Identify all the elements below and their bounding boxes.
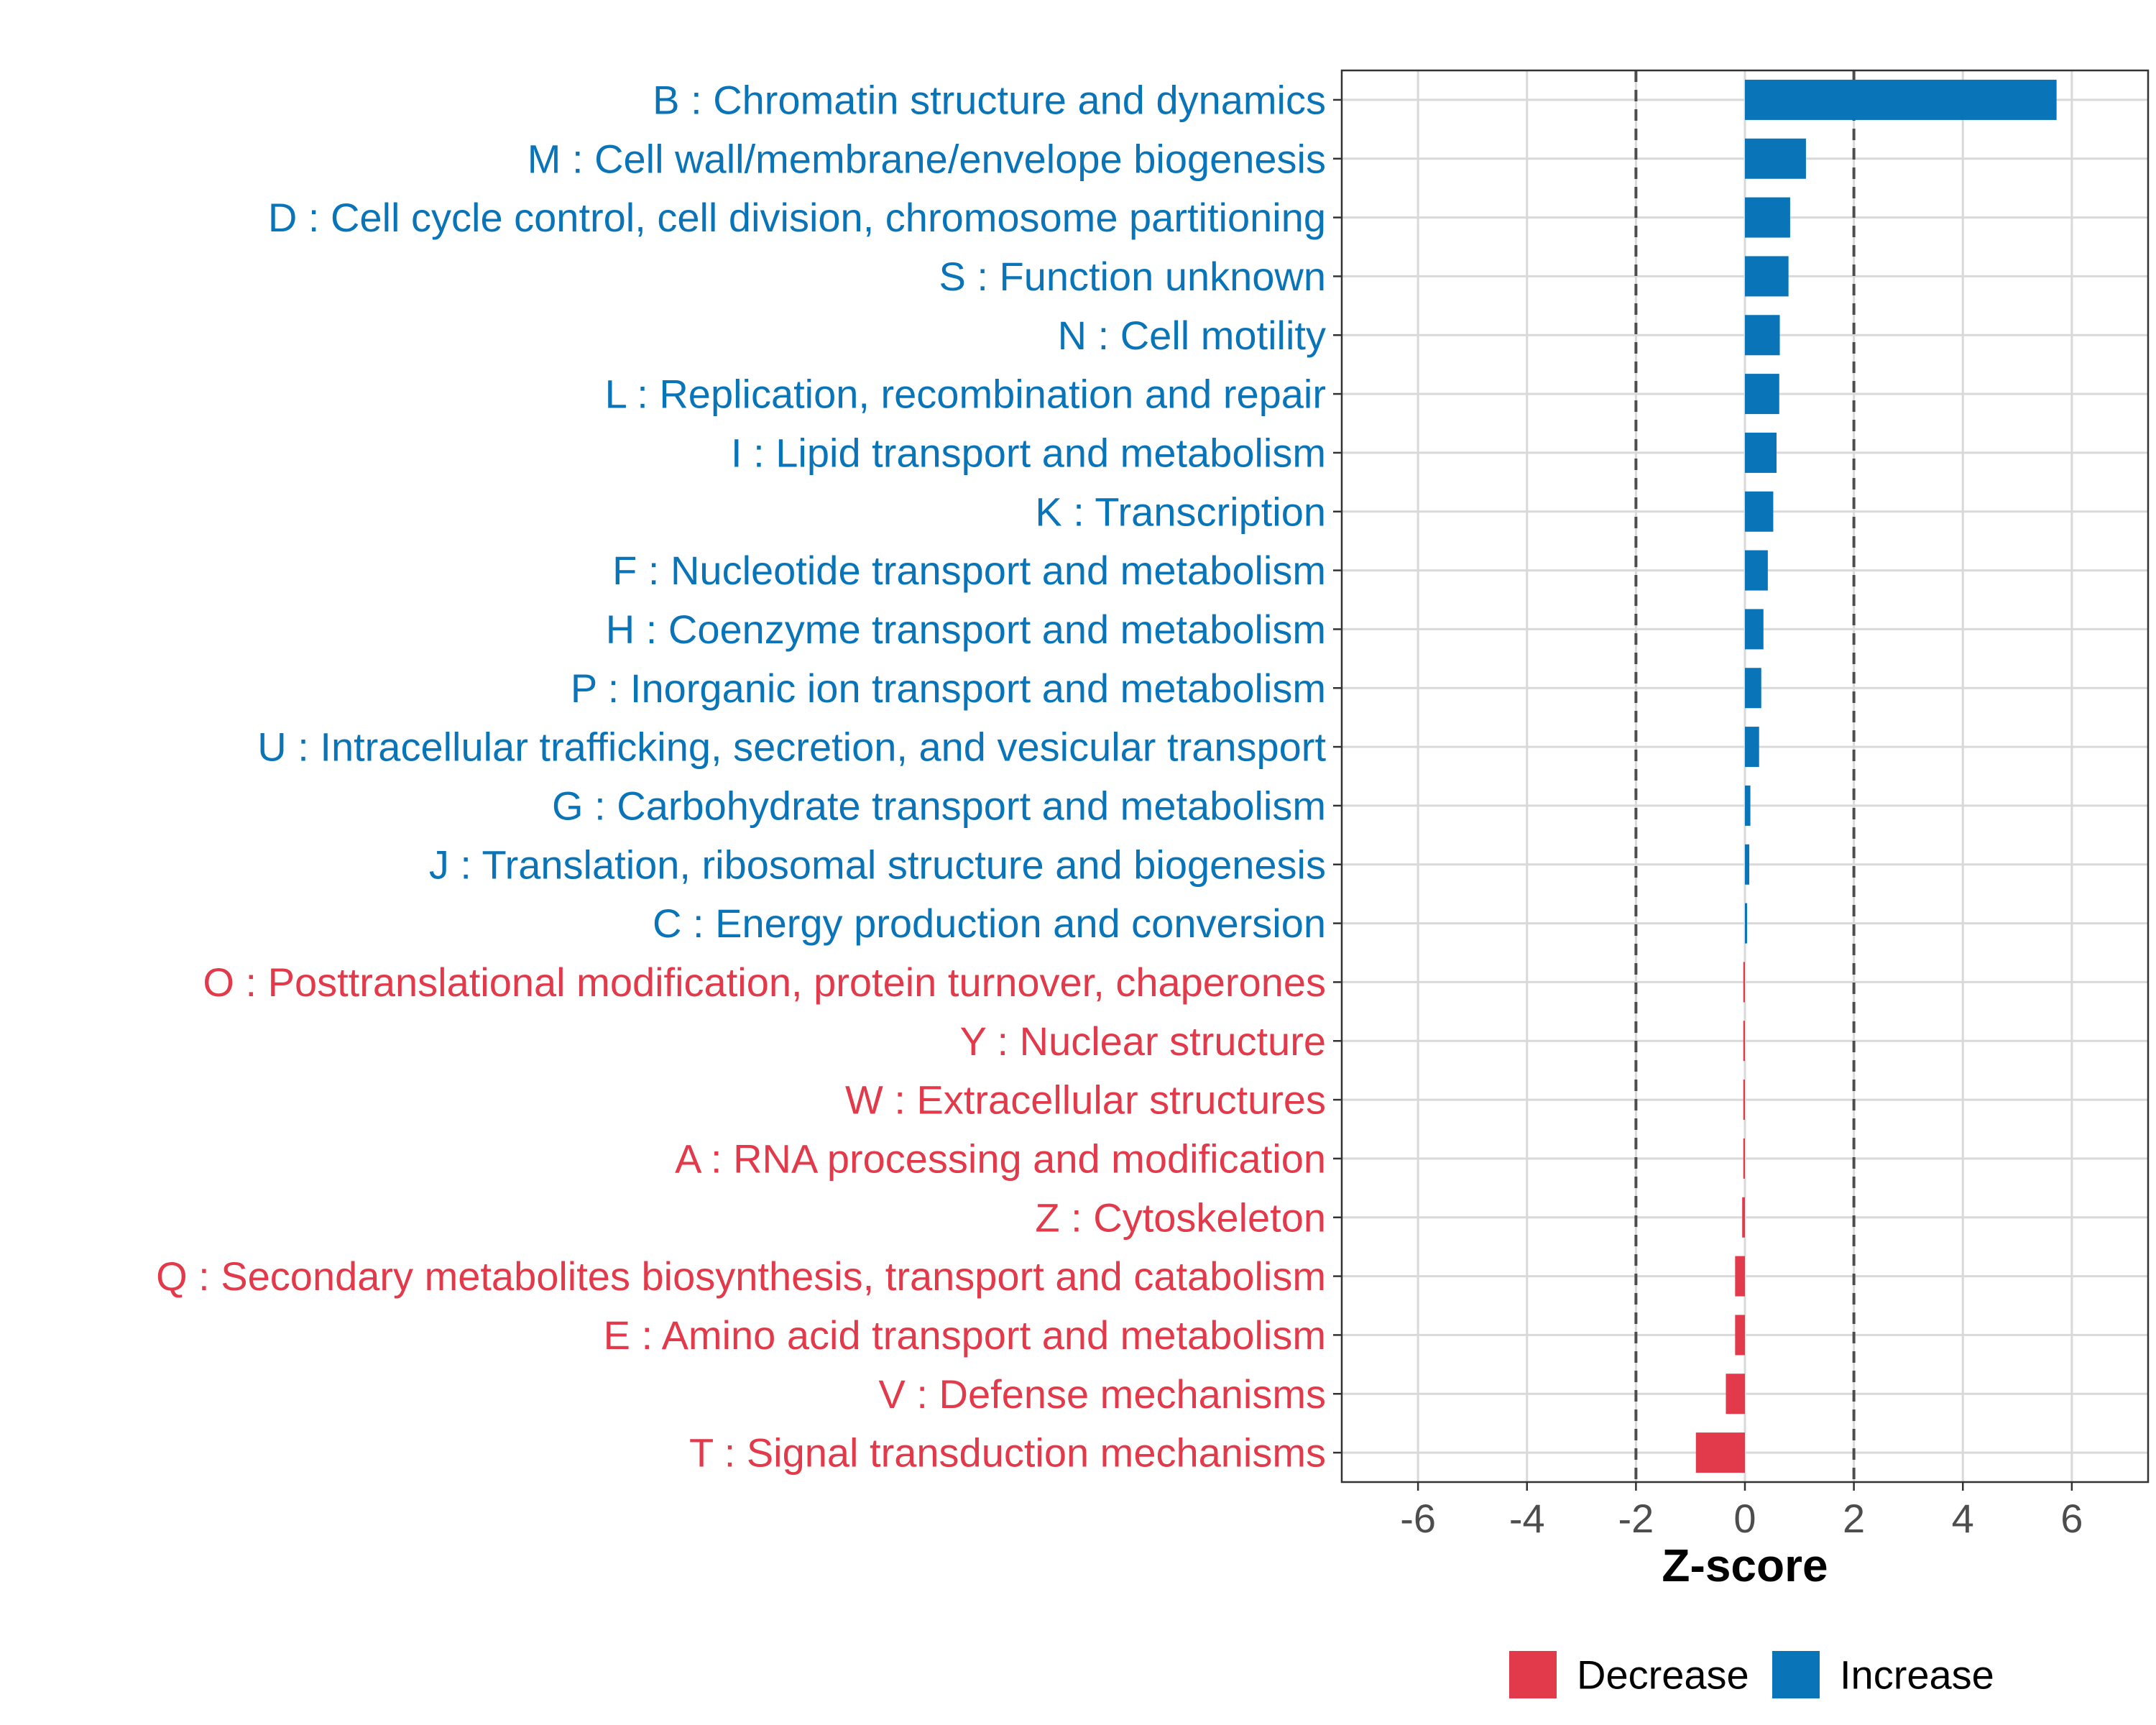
category-label: B : Chromatin structure and dynamics [653,77,1326,122]
bar [1745,138,1806,179]
category-label: A : RNA processing and modification [675,1136,1326,1181]
category-label: E : Amino acid transport and metabolism [604,1312,1326,1358]
bar [1745,256,1789,297]
x-tick-label: -6 [1400,1496,1436,1541]
category-label: Z : Cytoskeleton [1035,1195,1326,1240]
bar [1742,1197,1745,1238]
category-label: L : Replication, recombination and repai… [605,372,1326,417]
x-axis-title: Z-score [1662,1540,1828,1591]
category-label: Q : Secondary metabolites biosynthesis, … [156,1254,1326,1299]
bar [1726,1374,1745,1414]
bar [1745,785,1751,826]
x-tick-label: 0 [1733,1496,1756,1541]
bar [1745,432,1777,473]
x-tick-label: -2 [1618,1496,1654,1541]
category-label: T : Signal transduction mechanisms [689,1430,1326,1476]
bar [1745,374,1779,415]
bar [1745,609,1764,650]
category-label: S : Function unknown [939,254,1326,299]
bar [1743,1021,1745,1062]
x-tick-label: 2 [1843,1496,1865,1541]
bars [1695,79,2057,1473]
bar [1735,1256,1745,1297]
legend: Decrease Increase [1509,1651,1994,1698]
bar [1745,491,1774,532]
bar [1735,1315,1745,1356]
bar [1745,844,1750,885]
category-label: U : Intracellular trafficking, secretion… [257,724,1326,770]
category-label: O : Posttranslational modification, prot… [203,960,1326,1005]
category-label: F : Nucleotide transport and metabolism [612,548,1326,593]
reference-lines [1634,70,1856,1482]
category-label: M : Cell wall/membrane/envelope biogenes… [528,136,1326,181]
bar [1745,315,1780,356]
bar [1745,197,1790,238]
legend-swatch-increase [1772,1651,1820,1698]
bar [1743,1138,1745,1179]
x-tick-label: 6 [2060,1496,2083,1541]
x-axis-ticks: -6 -4 -2 0 2 4 6 [1400,1482,2083,1541]
bar [1745,903,1748,944]
category-label: I : Lipid transport and metabolism [731,430,1326,475]
bar [1745,79,2057,120]
category-label: G : Carbohydrate transport and metabolis… [552,783,1326,828]
category-label: V : Defense mechanisms [879,1371,1326,1417]
legend-label-decrease: Decrease [1577,1652,1749,1698]
category-label: J : Translation, ribosomal structure and… [429,842,1326,887]
bar [1745,727,1759,768]
bar [1745,668,1761,709]
x-tick-label: -4 [1509,1496,1545,1541]
bar [1695,1432,1745,1473]
category-label: H : Coenzyme transport and metabolism [606,607,1326,652]
legend-label-increase: Increase [1840,1652,1994,1698]
category-label: C : Energy production and conversion [653,901,1326,946]
legend-swatch-decrease [1509,1651,1557,1698]
bar [1745,550,1768,591]
y-axis-labels: B : Chromatin structure and dynamics M : … [156,77,1326,1475]
category-label: K : Transcription [1035,489,1326,534]
category-label: W : Extracellular structures [845,1077,1326,1123]
category-label: N : Cell motility [1058,313,1326,358]
category-label: P : Inorganic ion transport and metaboli… [571,666,1326,711]
x-tick-label: 4 [1952,1496,1974,1541]
bar [1743,962,1745,1003]
category-label: Y : Nuclear structure [960,1018,1326,1064]
y-axis-ticks [1333,98,1342,1454]
bar [1743,1080,1745,1121]
category-label: D : Cell cycle control, cell division, c… [268,195,1326,240]
